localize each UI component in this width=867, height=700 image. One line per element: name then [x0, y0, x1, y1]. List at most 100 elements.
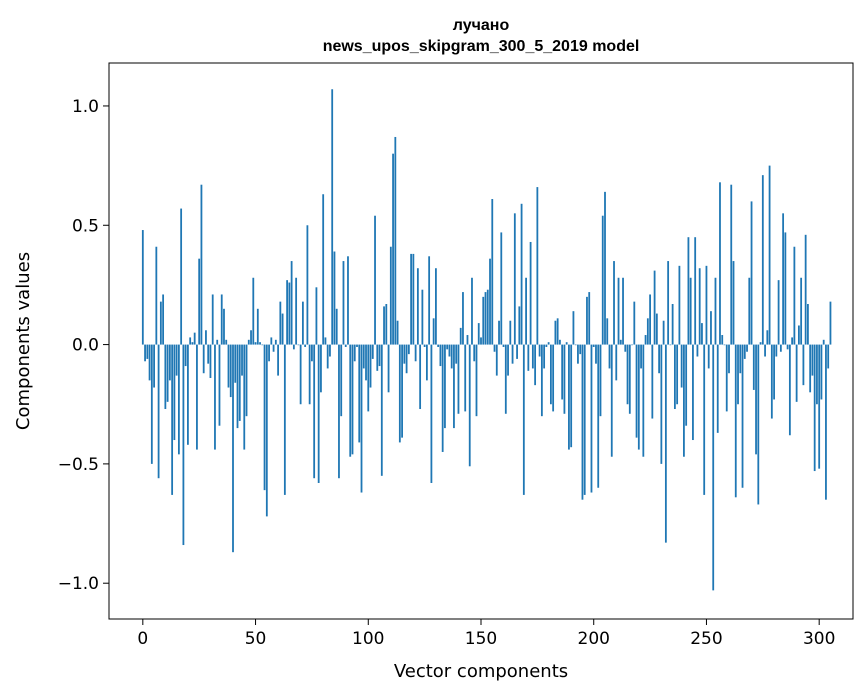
- bar: [207, 344, 210, 364]
- bar: [696, 344, 699, 357]
- bar: [680, 344, 683, 388]
- bar: [809, 344, 812, 393]
- bar: [473, 344, 476, 362]
- bar: [245, 344, 248, 417]
- bar: [651, 344, 654, 419]
- bar: [475, 344, 478, 417]
- bar: [820, 344, 823, 400]
- x-tick-label: 150: [465, 629, 497, 649]
- y-tick-label: 1.0: [72, 97, 99, 117]
- bar: [522, 344, 525, 495]
- x-tick-label: 50: [245, 629, 267, 649]
- bar: [673, 344, 676, 410]
- bar: [439, 344, 442, 367]
- bar: [288, 282, 291, 345]
- bar: [703, 344, 706, 495]
- bar: [601, 215, 604, 345]
- bar: [455, 344, 458, 364]
- bar: [232, 344, 234, 553]
- bar: [333, 251, 336, 345]
- bar: [353, 344, 356, 362]
- bar: [320, 344, 322, 393]
- bar: [313, 344, 316, 479]
- bar: [292, 344, 295, 350]
- bar: [687, 237, 690, 345]
- bar: [540, 344, 543, 417]
- bar: [583, 344, 586, 495]
- y-tick-label: 0.5: [72, 216, 99, 236]
- bar: [773, 344, 775, 400]
- bar: [155, 246, 158, 345]
- bar: [173, 344, 176, 441]
- bar: [498, 320, 500, 345]
- bar: [480, 337, 482, 345]
- bar: [730, 184, 733, 345]
- bar: [770, 344, 773, 419]
- bar: [198, 258, 201, 345]
- bar: [374, 215, 376, 345]
- bar: [637, 344, 640, 450]
- bar: [626, 344, 629, 405]
- bar: [419, 344, 422, 410]
- bar: [694, 237, 697, 345]
- bar: [209, 344, 212, 378]
- bar: [692, 344, 694, 441]
- bar: [701, 323, 703, 345]
- bar: [746, 344, 748, 352]
- bar: [144, 344, 146, 362]
- bar: [371, 344, 374, 359]
- bar: [175, 344, 178, 376]
- bar: [250, 330, 252, 345]
- bar: [710, 311, 712, 345]
- bar: [534, 344, 537, 386]
- bar: [164, 344, 167, 410]
- bar: [466, 335, 469, 345]
- bar: [290, 261, 293, 345]
- bar: [513, 213, 516, 345]
- bar: [416, 268, 419, 345]
- bar: [356, 344, 358, 347]
- bar: [279, 301, 282, 345]
- bar: [464, 344, 467, 412]
- bar: [755, 344, 757, 455]
- bar: [297, 344, 300, 346]
- bar: [191, 342, 194, 345]
- bar: [739, 344, 742, 374]
- bar: [272, 344, 275, 352]
- bar: [633, 301, 636, 345]
- bar: [588, 292, 591, 345]
- bar: [642, 344, 645, 457]
- bar: [689, 277, 692, 345]
- bar: [441, 344, 444, 452]
- bar: [462, 292, 464, 345]
- bar: [791, 337, 794, 345]
- bar: [777, 280, 780, 345]
- bar: [166, 344, 169, 402]
- bar: [658, 344, 661, 374]
- bar: [383, 306, 385, 345]
- y-axis-label: Components values: [13, 252, 34, 430]
- bar: [561, 344, 564, 400]
- bar: [252, 277, 255, 345]
- bar: [380, 344, 383, 476]
- bar: [527, 344, 530, 371]
- bar: [360, 344, 363, 493]
- bar: [827, 344, 830, 369]
- bar: [669, 344, 672, 346]
- bar: [549, 344, 552, 405]
- bar: [818, 344, 821, 469]
- bar: [444, 344, 446, 429]
- bar: [168, 344, 171, 381]
- bar: [631, 344, 633, 346]
- bar: [764, 344, 766, 357]
- bar: [741, 344, 744, 488]
- bar: [574, 344, 577, 346]
- bar: [369, 344, 372, 388]
- bar: [403, 344, 406, 364]
- bar: [189, 337, 192, 345]
- bar: [489, 258, 491, 345]
- bar: [732, 261, 735, 345]
- bar: [662, 320, 665, 345]
- bar: [254, 342, 257, 345]
